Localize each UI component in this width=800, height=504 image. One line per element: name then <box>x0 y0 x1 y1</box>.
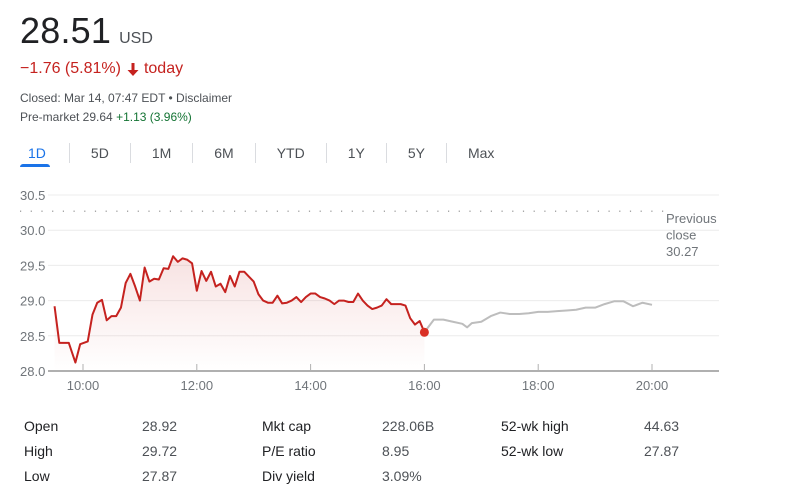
previous-close-label: close <box>666 228 696 243</box>
x-axis-label: 16:00 <box>408 378 441 393</box>
tab-5y[interactable]: 5Y <box>407 145 425 161</box>
price-header: 28.51 USD <box>20 10 153 52</box>
x-axis-label: 18:00 <box>522 378 555 393</box>
stat-value: 27.87 <box>142 468 178 484</box>
tab-5d[interactable]: 5D <box>90 145 109 161</box>
currency-label: USD <box>119 30 153 47</box>
stat-label: High <box>24 443 53 459</box>
stat-value: 228.06B <box>382 418 435 434</box>
x-axis-label: 14:00 <box>294 378 327 393</box>
x-axis-label: 10:00 <box>67 378 100 393</box>
area-fill <box>54 256 425 371</box>
stat-label: 52-wk low <box>501 443 564 459</box>
change-period: today <box>143 60 184 77</box>
stat-value: 29.72 <box>142 443 178 459</box>
previous-close-label: Previous <box>666 211 717 226</box>
last-price-marker <box>419 327 429 337</box>
price-line <box>53 255 426 364</box>
price-chart[interactable]: 28.0 28.5 29.0 29.5 30.0 30.5 Previous close 30.… <box>0 180 800 395</box>
stat-value: 28.92 <box>142 418 178 434</box>
stat-value: 44.63 <box>644 418 680 434</box>
tab-ytd[interactable]: YTD <box>276 145 305 161</box>
stat-label: Low <box>24 468 50 484</box>
tab-max[interactable]: Max <box>467 145 495 161</box>
y-axis-label: 28.0 <box>20 364 45 379</box>
stat-label: Open <box>24 418 59 434</box>
tab-1y[interactable]: 1Y <box>347 145 365 161</box>
y-axis-label: 28.5 <box>20 329 45 344</box>
range-tabs: 1D 5D 1M 6M YTD 1Y 5Y Max <box>17 142 515 170</box>
stat-label: Div yield <box>262 468 315 484</box>
stat-value: 3.09% <box>382 468 422 484</box>
stat-label: Mkt cap <box>262 418 312 434</box>
y-axis-label: 29.0 <box>20 294 45 309</box>
premarket-price: Pre-market 29.64 <box>20 110 113 124</box>
tab-divider <box>254 143 256 163</box>
premarket-change: +1.13 (3.96%) <box>116 110 192 124</box>
previous-close-label: 30.27 <box>666 244 699 259</box>
y-axis-label: 30.5 <box>20 188 45 203</box>
tab-divider <box>385 143 387 163</box>
closed-text: Closed: Mar 14, 07:47 EDT • Disclaimer <box>20 91 233 105</box>
after-hours-line <box>423 300 653 333</box>
tab-divider <box>445 143 447 163</box>
x-axis-label: 12:00 <box>181 378 214 393</box>
premarket-quote: Pre-market 29.64 +1.13 (3.96%) <box>20 110 192 124</box>
arrow-down-icon <box>126 61 140 77</box>
tab-6m[interactable]: 6M <box>214 145 234 161</box>
price-change: −1.76 (5.81%) today <box>20 60 183 78</box>
stat-value: 8.95 <box>382 443 410 459</box>
change-value: −1.76 (5.81%) <box>20 60 121 77</box>
tab-divider <box>325 143 327 163</box>
stat-value: 27.87 <box>644 443 680 459</box>
y-axis-label: 30.0 <box>20 223 45 238</box>
tab-1m[interactable]: 1M <box>151 145 172 161</box>
tab-divider <box>129 143 131 163</box>
current-price: 28.51 <box>20 10 112 51</box>
stat-label: 52-wk high <box>501 418 569 434</box>
y-axis-label: 29.5 <box>20 258 45 273</box>
tab-1d[interactable]: 1D <box>17 142 69 170</box>
tab-divider <box>192 143 194 163</box>
tab-divider <box>68 143 70 163</box>
market-status: Closed: Mar 14, 07:47 EDT • Disclaimer <box>20 91 232 105</box>
x-axis-label: 20:00 <box>636 378 669 393</box>
stat-label: P/E ratio <box>262 443 316 459</box>
chart-canvas: 28.0 28.5 29.0 29.5 30.0 30.5 Previous close30.… <box>20 188 719 393</box>
